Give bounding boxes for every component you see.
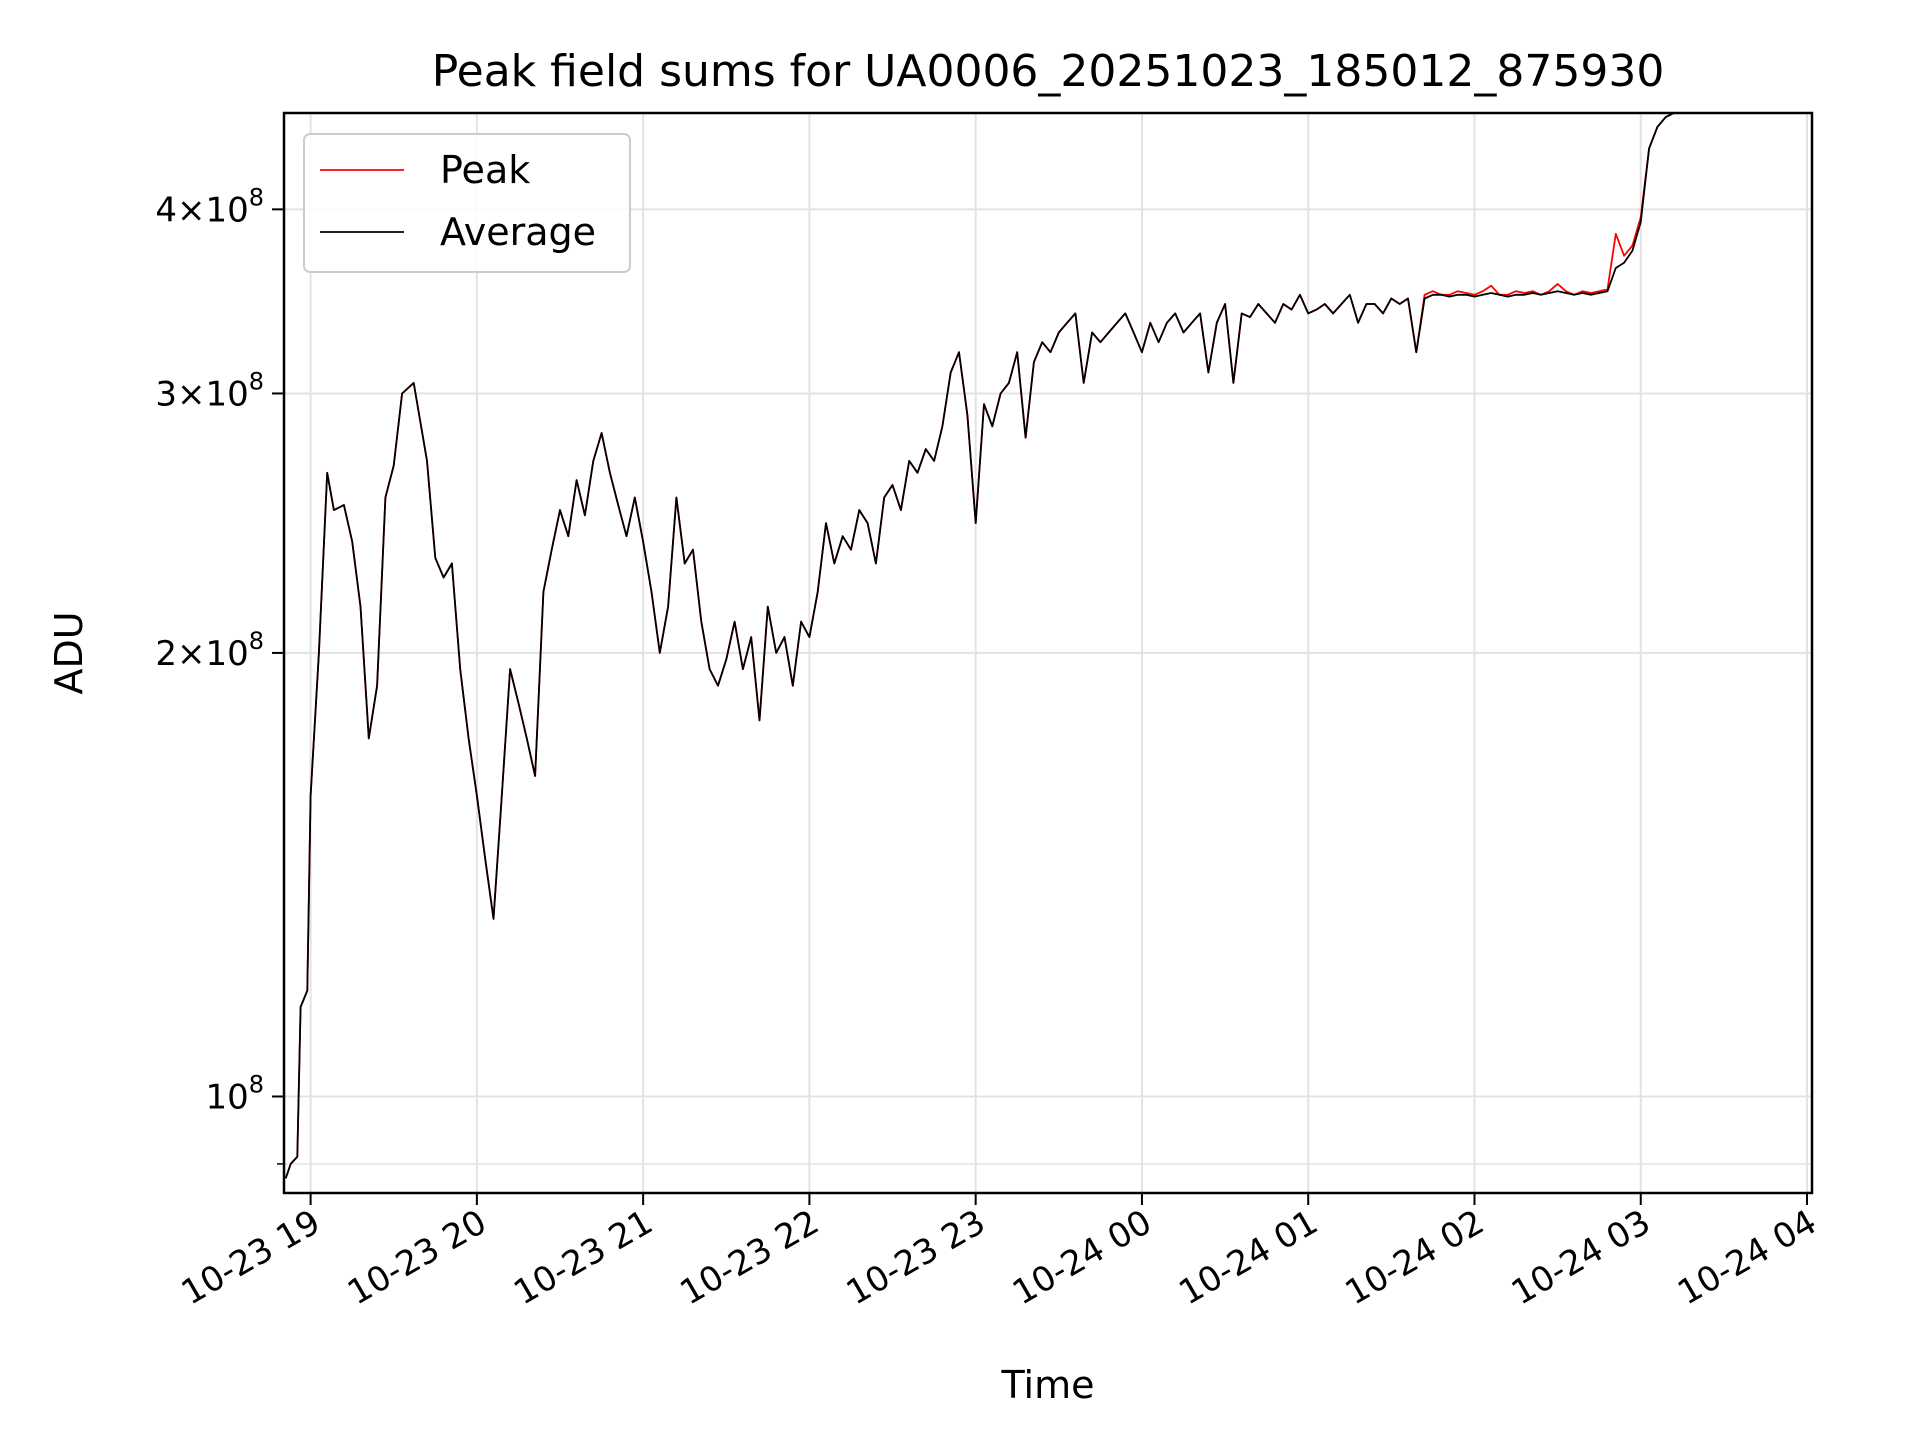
y-tick-base: 3×10 — [155, 374, 248, 414]
y-tick-base: 2×10 — [155, 634, 248, 674]
y-tick-base: 4×10 — [155, 190, 248, 230]
legend-label-peak: Peak — [440, 148, 530, 192]
y-tick-exponent: 8 — [249, 183, 264, 211]
series-layer — [284, 112, 1675, 1179]
legend-box — [303, 133, 631, 273]
y-axis-label: ADU — [47, 611, 91, 694]
y-tick-base: 10 — [205, 1077, 248, 1117]
y-tick-label: 108 — [205, 1070, 264, 1117]
series-line-average — [284, 112, 1675, 1179]
x-axis-label: Time — [1001, 1363, 1095, 1407]
y-tick-label: 4×108 — [155, 183, 264, 230]
y-tick-exponent: 8 — [249, 627, 264, 655]
y-tick-label: 2×108 — [155, 627, 264, 674]
legend: Peak Average — [303, 133, 631, 273]
y-tick-label: 3×108 — [155, 367, 264, 414]
legend-label-average: Average — [440, 210, 596, 254]
y-tick-exponent: 8 — [249, 367, 264, 395]
chart-title: Peak field sums for UA0006_20251023_1850… — [432, 46, 1665, 97]
grid — [284, 113, 1812, 1193]
y-tick-exponent: 8 — [249, 1070, 264, 1098]
